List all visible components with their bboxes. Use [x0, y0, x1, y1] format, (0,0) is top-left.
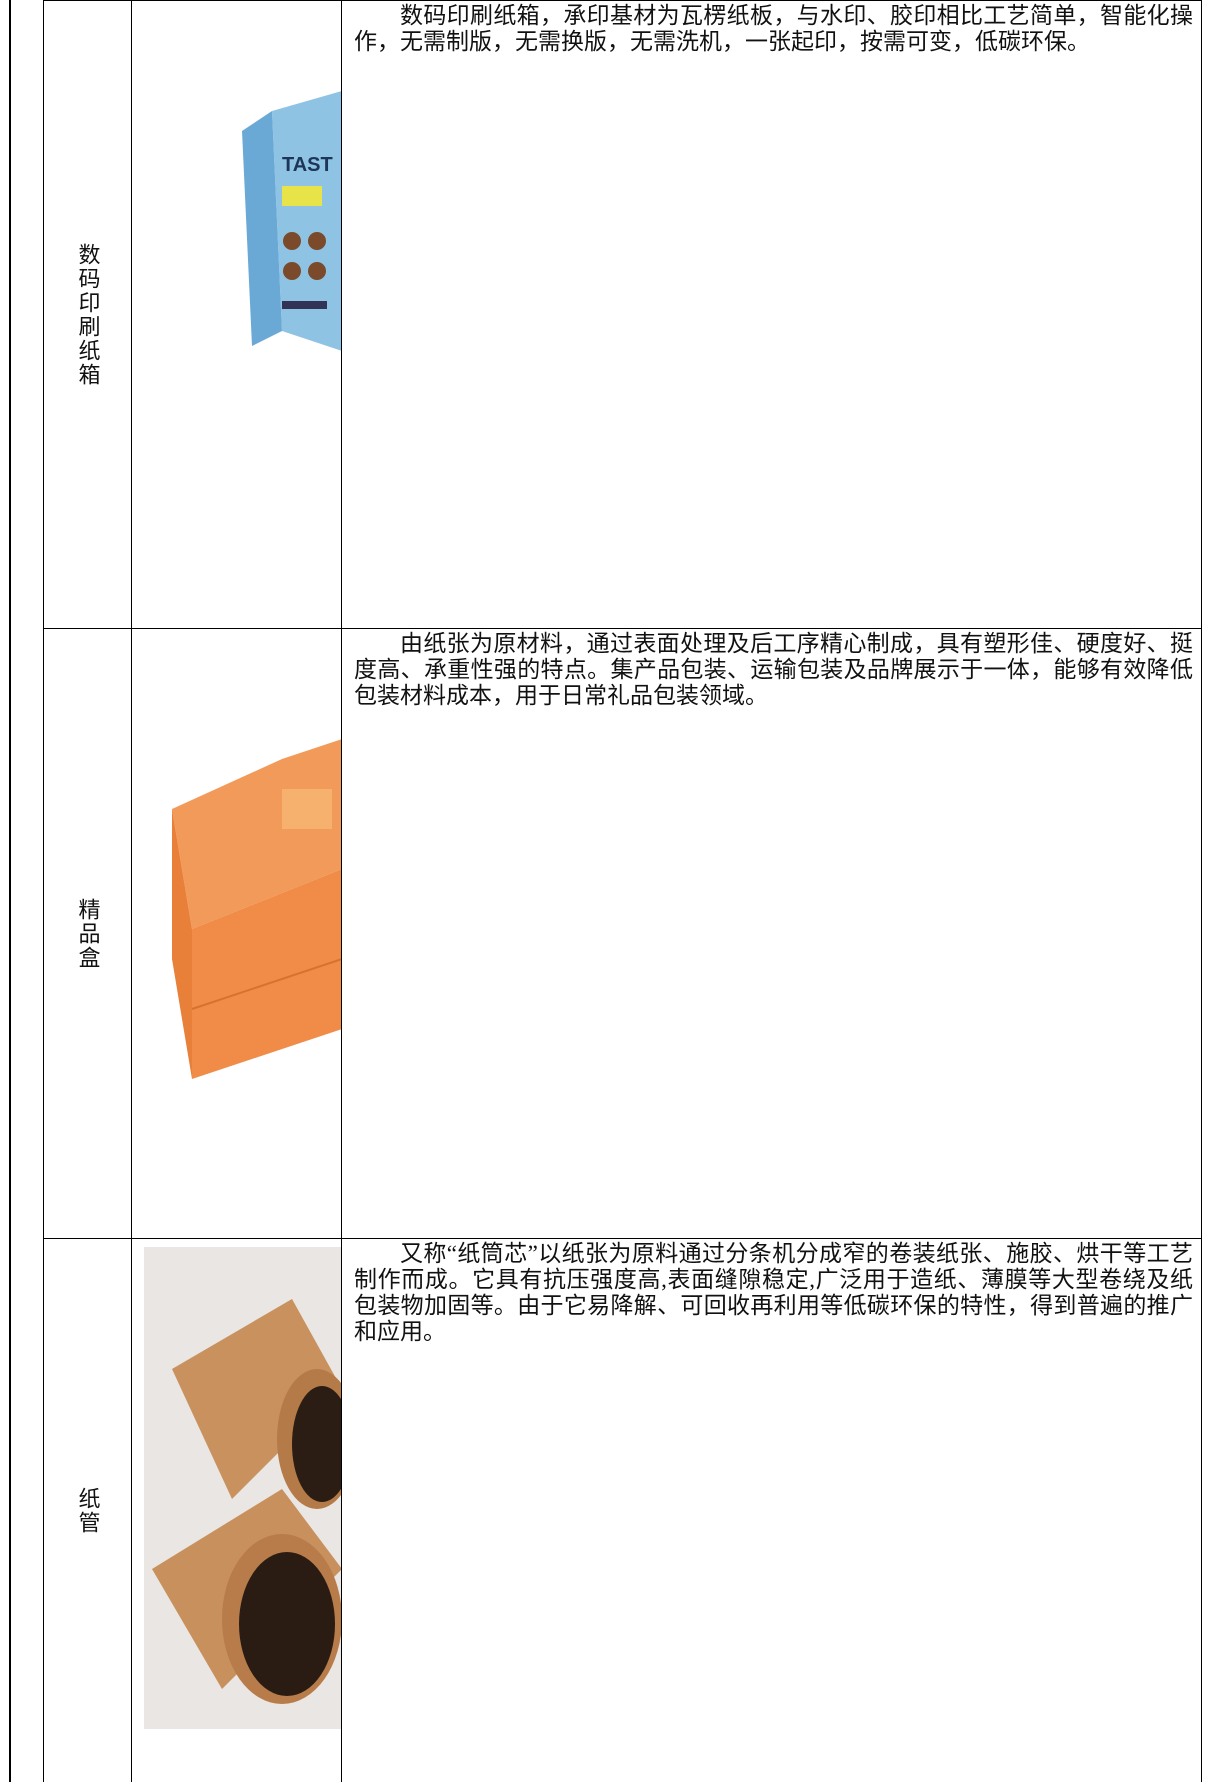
label-cell: 精品盒: [43, 629, 131, 1238]
svg-text:TAST: TAST: [282, 154, 333, 176]
description: 由纸张为原材料，通过表面处理及后工序精心制成，具有塑形佳、硬度好、挺度高、承重性…: [341, 629, 1202, 1238]
row-label: 纸管: [75, 1486, 101, 1535]
margin-line: [9, 0, 11, 1782]
description: 数码印刷纸箱，承印基材为瓦楞纸板，与水印、胶印相比工艺简单，智能化操作，无需制版…: [341, 1, 1202, 628]
image-cell: [131, 629, 341, 1238]
product-image: [144, 1247, 341, 1729]
table-row: 精品盒 由纸张为原材料，通过表面处理及后工序精心制成，具有塑形佳、硬度好、挺度高…: [43, 628, 1202, 1238]
image-cell: TAST: [131, 1, 341, 628]
table-row: 纸管 又称“纸筒芯”以纸张为原料通过分条机分成窄的卷装纸张、施胶、烘干等工艺制作…: [43, 1238, 1202, 1782]
label-cell: 纸管: [43, 1239, 131, 1782]
label-cell: 数码印刷纸箱: [43, 1, 131, 628]
image-cell: [131, 1239, 341, 1782]
product-image: [172, 739, 341, 1079]
row-label: 精品盒: [75, 897, 101, 970]
product-image: TAST: [242, 91, 341, 351]
table-row: 数码印刷纸箱 TAST 数码印刷纸箱，承印基材为瓦楞纸板，与水印、胶印相比工艺简…: [43, 0, 1202, 628]
description: 又称“纸筒芯”以纸张为原料通过分条机分成窄的卷装纸张、施胶、烘干等工艺制作而成。…: [341, 1239, 1202, 1782]
row-label: 数码印刷纸箱: [75, 242, 101, 387]
